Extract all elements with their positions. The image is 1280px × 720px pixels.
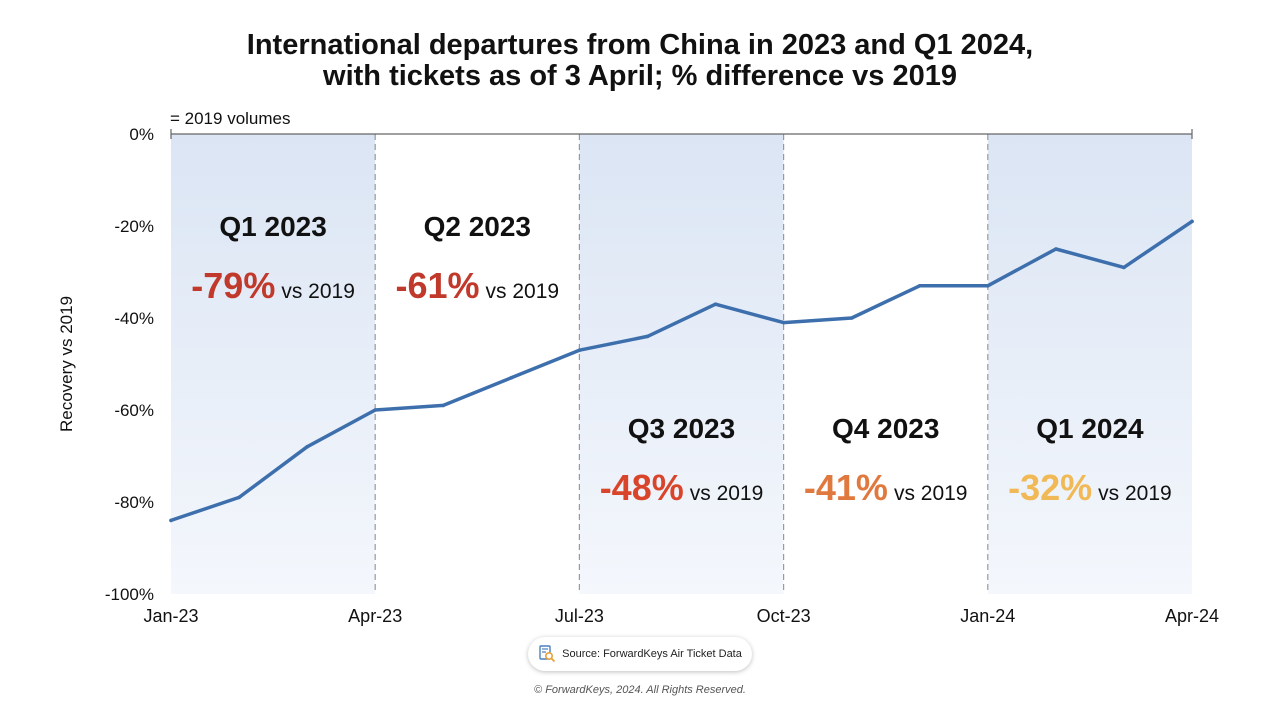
quarter-label: Q2 2023 [424,211,531,242]
quarter-change-value: -61% [395,265,479,306]
x-tick-label: Apr-23 [348,606,402,626]
data-point [373,408,378,412]
data-point [237,495,241,500]
quarter-label: Q1 2023 [219,211,326,242]
quarter-band-3 [579,134,784,594]
chart-title: International departures from China in 2… [0,30,1280,92]
y-tick-label: -80% [114,493,154,512]
quarter-band-5 [987,134,1192,594]
quarter-label: Q3 2023 [628,413,735,444]
data-point [305,445,309,449]
quarter-change-suffix: vs 2019 [486,280,560,303]
data-point [509,376,514,380]
quarter-change-suffix: vs 2019 [281,280,355,303]
search-document-icon [539,645,556,663]
quarter-band-1 [171,134,376,594]
x-tick-label: Jul-23 [555,606,604,626]
data-point [1054,247,1058,251]
quarter-change-suffix: vs 2019 [894,482,968,505]
y-tick-label: -20% [114,217,154,236]
quarter-change: -48% vs 2019 [600,467,764,508]
x-tick-label: Jan-23 [143,606,198,626]
quarter-label: Q1 2024 [1036,413,1144,444]
y-tick-label: -60% [114,401,154,420]
baseline-label: = 2019 volumes [170,109,291,128]
chart-title-line-1: International departures from China in 2… [246,29,1034,61]
data-point [781,320,786,325]
series-line [169,219,1194,523]
x-tick-label: Jan-24 [960,606,1015,626]
quarter-change-value: -41% [804,467,888,508]
data-point [917,284,922,288]
quarter-change: -79% vs 2019 [191,265,355,306]
y-tick-label: 0% [129,125,154,144]
data-point [169,518,173,523]
data-point [713,302,718,307]
source-text: Source: ForwardKeys Air Ticket Data [562,648,742,660]
chart-title-line-2: with tickets as of 3 April; % difference… [323,60,957,92]
quarter-change-suffix: vs 2019 [690,482,764,505]
quarter-label: Q4 2023 [832,413,939,444]
data-point [1190,219,1194,224]
data-point [986,284,990,288]
source-badge: Source: ForwardKeys Air Ticket Data [528,637,752,671]
y-tick-label: -40% [114,309,154,328]
data-point [1122,265,1126,270]
data-point [645,334,650,339]
x-tick-label: Oct-23 [757,606,811,626]
quarter-change-suffix: vs 2019 [1098,482,1172,505]
quarter-change-value: -32% [1008,467,1092,508]
quarter-change: -41% vs 2019 [804,467,968,508]
data-point [577,348,582,353]
copyright: © ForwardKeys, 2024. All Rights Reserved… [534,684,746,696]
quarter-change: -32% vs 2019 [1008,467,1172,508]
y-tick-label: -100% [105,585,154,604]
y-axis-label: Recovery vs 2019 [57,296,76,432]
data-point [441,403,446,408]
quarter-change-value: -48% [600,467,684,508]
quarter-change: -61% vs 2019 [395,265,559,306]
quarter-change-value: -79% [191,265,275,306]
x-tick-label: Apr-24 [1165,606,1219,626]
data-point [849,316,854,320]
